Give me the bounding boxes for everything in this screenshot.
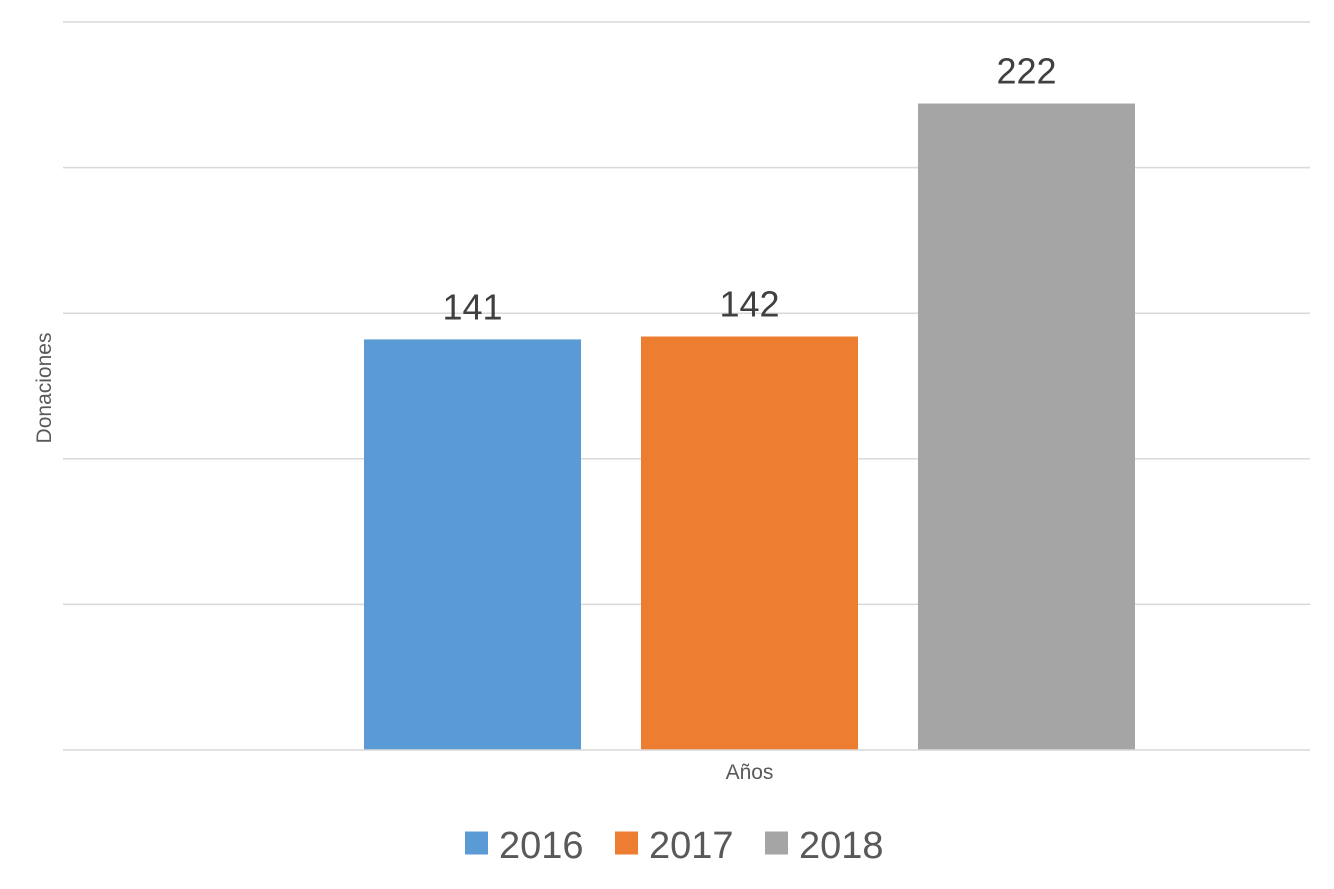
legend-label-2017: 2017 [649, 825, 734, 867]
legend-swatch-2016 [465, 831, 488, 855]
bar-2016 [364, 339, 581, 750]
x-axis-title: Años [726, 761, 774, 784]
legend: 2016 2017 2018 [465, 825, 884, 867]
data-label-2017: 142 [719, 283, 779, 324]
data-label-2016: 141 [442, 286, 502, 327]
legend-label-2016: 2016 [499, 825, 584, 867]
data-labels: 141 142 222 [442, 51, 1056, 328]
bar-2017 [641, 336, 858, 750]
legend-swatch-2018 [765, 831, 788, 855]
legend-swatch-2017 [615, 831, 638, 855]
data-label-2018: 222 [996, 51, 1056, 92]
legend-label-2018: 2018 [799, 825, 884, 867]
y-axis-title: Donaciones [33, 333, 56, 444]
bars [364, 103, 1135, 750]
bar-2018 [918, 103, 1135, 750]
